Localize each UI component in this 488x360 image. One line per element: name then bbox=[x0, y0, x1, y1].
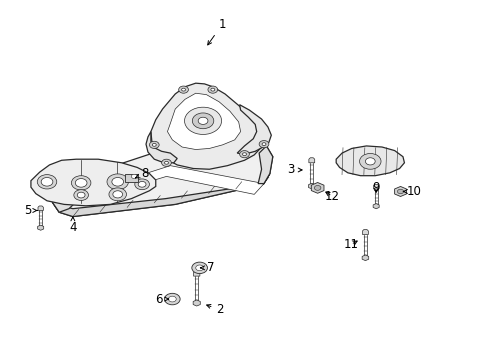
Polygon shape bbox=[362, 255, 368, 261]
Polygon shape bbox=[52, 174, 269, 217]
Text: 3: 3 bbox=[286, 163, 302, 176]
Text: 10: 10 bbox=[403, 185, 421, 198]
Polygon shape bbox=[52, 116, 272, 217]
Circle shape bbox=[181, 88, 185, 91]
Circle shape bbox=[37, 175, 57, 189]
Text: 4: 4 bbox=[69, 217, 77, 234]
Circle shape bbox=[314, 185, 320, 190]
Circle shape bbox=[198, 117, 207, 125]
Circle shape bbox=[210, 88, 214, 91]
Circle shape bbox=[164, 161, 168, 164]
Polygon shape bbox=[81, 166, 264, 201]
Polygon shape bbox=[362, 229, 367, 234]
Circle shape bbox=[161, 159, 171, 166]
Circle shape bbox=[365, 158, 374, 165]
Circle shape bbox=[178, 86, 188, 93]
Polygon shape bbox=[308, 183, 314, 189]
Text: 5: 5 bbox=[24, 204, 37, 217]
Polygon shape bbox=[146, 132, 177, 163]
Circle shape bbox=[259, 140, 268, 148]
Circle shape bbox=[109, 188, 126, 201]
Circle shape bbox=[359, 153, 380, 169]
Text: 11: 11 bbox=[343, 238, 358, 251]
FancyBboxPatch shape bbox=[125, 174, 138, 182]
Polygon shape bbox=[335, 146, 404, 176]
Circle shape bbox=[397, 189, 403, 194]
Text: 7: 7 bbox=[200, 261, 214, 274]
Polygon shape bbox=[237, 105, 271, 154]
Text: 8: 8 bbox=[135, 167, 148, 180]
Circle shape bbox=[239, 150, 249, 158]
Polygon shape bbox=[193, 300, 200, 306]
Polygon shape bbox=[258, 146, 272, 184]
Circle shape bbox=[195, 265, 203, 271]
Circle shape bbox=[77, 192, 85, 198]
Circle shape bbox=[71, 176, 91, 190]
Polygon shape bbox=[372, 204, 378, 209]
Polygon shape bbox=[38, 206, 43, 211]
Circle shape bbox=[113, 191, 122, 198]
Polygon shape bbox=[193, 271, 200, 276]
Circle shape bbox=[191, 262, 207, 274]
Circle shape bbox=[164, 293, 180, 305]
Circle shape bbox=[75, 179, 87, 187]
Circle shape bbox=[41, 177, 53, 186]
Polygon shape bbox=[37, 183, 151, 203]
Polygon shape bbox=[373, 184, 378, 189]
Polygon shape bbox=[308, 158, 314, 163]
Circle shape bbox=[135, 179, 149, 190]
Circle shape bbox=[149, 141, 159, 148]
Circle shape bbox=[138, 181, 146, 187]
Circle shape bbox=[242, 153, 246, 156]
Circle shape bbox=[152, 143, 156, 146]
Polygon shape bbox=[151, 83, 263, 169]
Polygon shape bbox=[311, 183, 324, 193]
Circle shape bbox=[262, 143, 265, 145]
Polygon shape bbox=[394, 186, 406, 197]
Text: 2: 2 bbox=[206, 303, 224, 316]
Polygon shape bbox=[31, 159, 156, 206]
Circle shape bbox=[168, 296, 176, 302]
Text: 6: 6 bbox=[155, 293, 168, 306]
Circle shape bbox=[112, 177, 123, 186]
Circle shape bbox=[192, 113, 213, 129]
Circle shape bbox=[131, 174, 137, 179]
Text: 9: 9 bbox=[372, 181, 379, 194]
Circle shape bbox=[207, 86, 217, 93]
Circle shape bbox=[184, 107, 221, 134]
Text: 1: 1 bbox=[207, 18, 226, 45]
Text: 12: 12 bbox=[324, 190, 339, 203]
Polygon shape bbox=[167, 93, 240, 149]
Polygon shape bbox=[52, 184, 81, 212]
Polygon shape bbox=[38, 225, 43, 230]
Circle shape bbox=[107, 174, 128, 190]
Circle shape bbox=[74, 190, 88, 201]
